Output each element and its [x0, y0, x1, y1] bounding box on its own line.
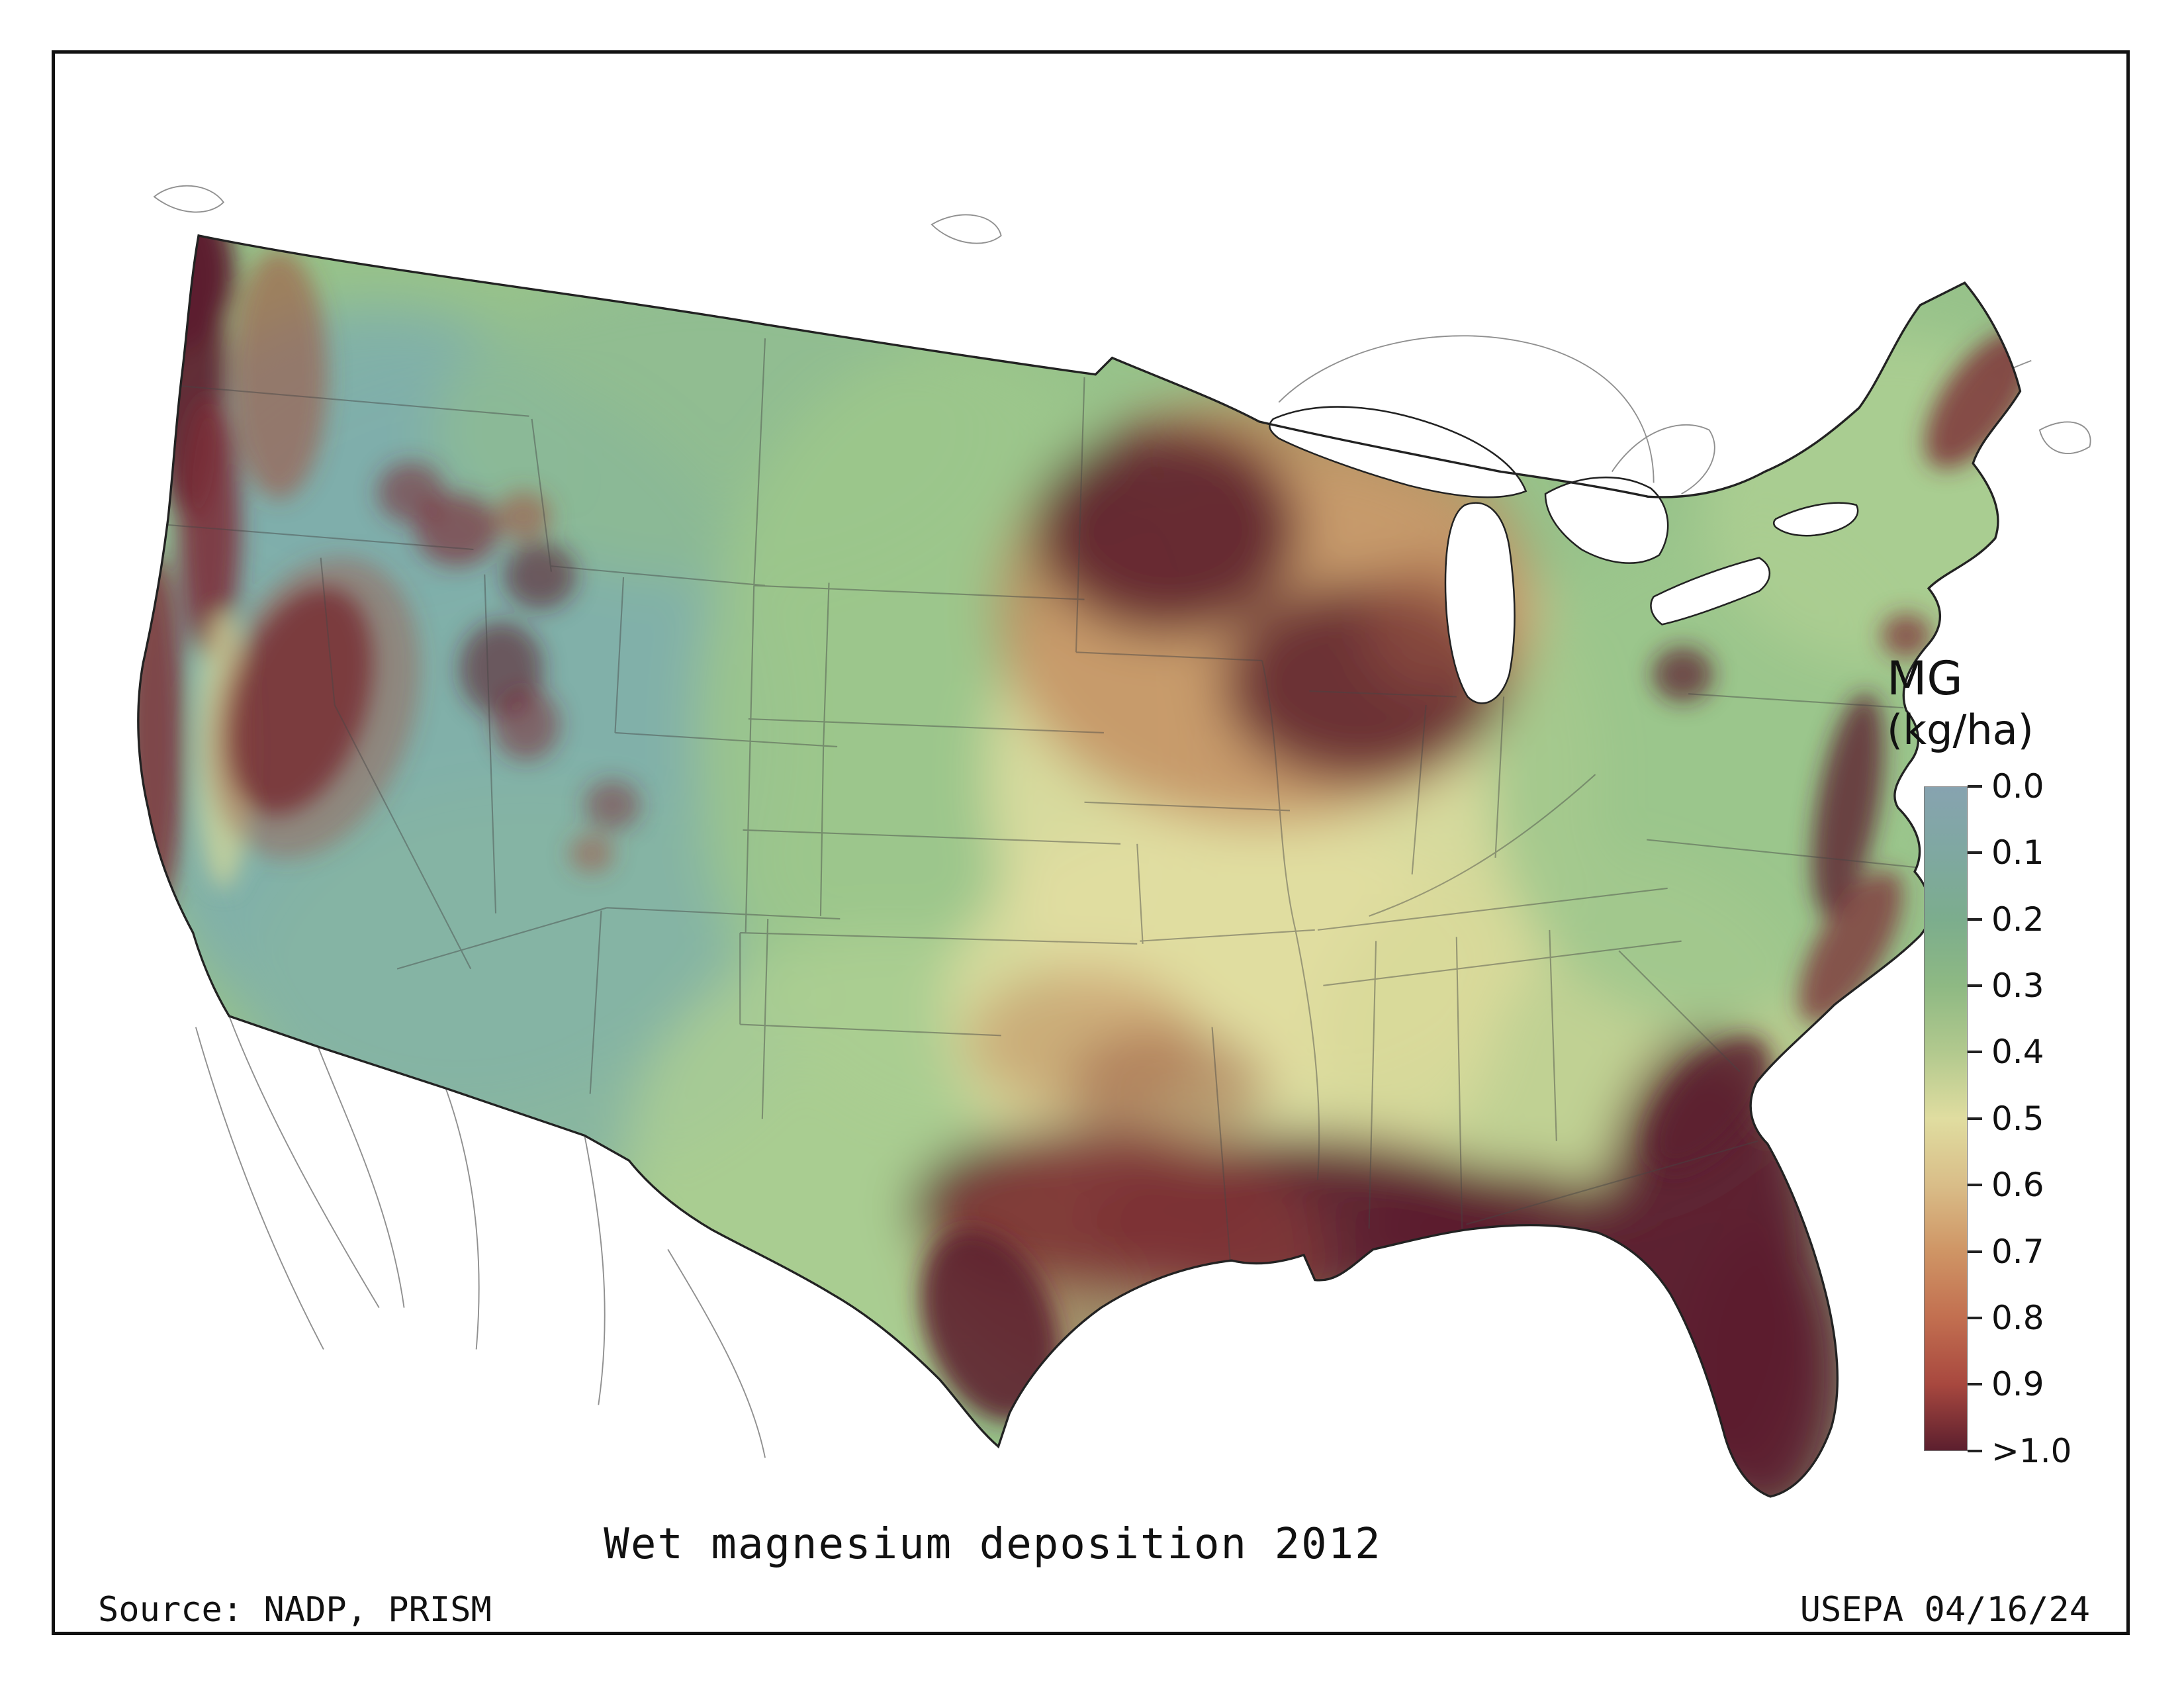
tick-mark	[1968, 1250, 1982, 1253]
legend-tick: 0.1	[1968, 833, 2044, 872]
tick-label: 0.7	[1991, 1232, 2044, 1271]
legend-ticks: 0.0 0.1 0.2 0.3 0.4 0.5 0.6 0.7 0.8 0.9 >1.0	[1968, 767, 2153, 1470]
tick-mark	[1968, 1317, 1982, 1320]
legend-tick: 0.6	[1968, 1166, 2044, 1204]
agency-date-text: USEPA 04/16/24	[1799, 1590, 2090, 1630]
source-text: Source: NADP, PRISM	[98, 1590, 492, 1630]
tick-label: 0.6	[1991, 1166, 2044, 1205]
tick-label: 0.2	[1991, 900, 2044, 939]
legend-tick: 0.3	[1968, 966, 2044, 1005]
tick-label: 0.4	[1991, 1033, 2044, 1072]
legend-tick: 0.0	[1968, 767, 2044, 806]
lake-erie	[1650, 557, 1770, 626]
tick-mark	[1968, 1117, 1982, 1120]
tick-mark	[1968, 917, 1982, 921]
tick-label: 0.5	[1991, 1099, 2044, 1138]
tick-label: 0.1	[1991, 833, 2044, 872]
lake-huron	[1544, 476, 1669, 564]
tick-mark	[1968, 984, 1982, 988]
lake-ontario	[1772, 502, 1859, 537]
regional-value-layers	[138, 277, 2021, 1497]
legend-colorbar	[1924, 786, 1968, 1451]
lake-michigan	[1444, 502, 1516, 704]
us-deposition-map	[137, 185, 2091, 1498]
hotspot-detail-layers	[138, 235, 2021, 1423]
tick-mark	[1968, 1051, 1982, 1054]
deposition-field	[138, 235, 2021, 1497]
great-lakes	[1269, 406, 1859, 704]
tick-mark	[1968, 1449, 1982, 1452]
tick-label: 0.8	[1991, 1299, 2044, 1338]
state-boundaries	[162, 338, 1918, 1261]
legend-tick: >1.0	[1968, 1432, 2071, 1470]
tick-mark	[1968, 1383, 1982, 1386]
tick-mark	[1968, 851, 1982, 855]
legend-tick: 0.5	[1968, 1100, 2044, 1138]
legend-tick: 0.7	[1968, 1233, 2044, 1271]
map-title: Wet magnesium deposition 2012	[604, 1520, 1382, 1569]
legend-body: 0.0 0.1 0.2 0.3 0.4 0.5 0.6 0.7 0.8 0.9 >1.0	[1883, 767, 2167, 1470]
legend-tick: 0.8	[1968, 1299, 2044, 1337]
tick-label: 0.3	[1991, 966, 2044, 1006]
legend-tick: 0.4	[1968, 1033, 2044, 1071]
legend-title: MG	[1887, 651, 1963, 706]
tick-label: >1.0	[1991, 1431, 2072, 1470]
tick-mark	[1968, 784, 1982, 788]
legend-tick: 0.9	[1968, 1365, 2044, 1403]
tick-label: 0.9	[1991, 1365, 2044, 1404]
tick-mark	[1968, 1184, 1982, 1187]
us-outline	[137, 234, 2022, 1498]
legend-unit: (kg/ha)	[1887, 705, 2034, 754]
legend-tick: 0.2	[1968, 900, 2044, 939]
tick-label: 0.0	[1991, 767, 2044, 806]
legend: MG (kg/ha) 0.0 0.1 0.2 0.3 0.4 0.5 0.6 0.7 0.8 0.…	[1883, 651, 2167, 1470]
